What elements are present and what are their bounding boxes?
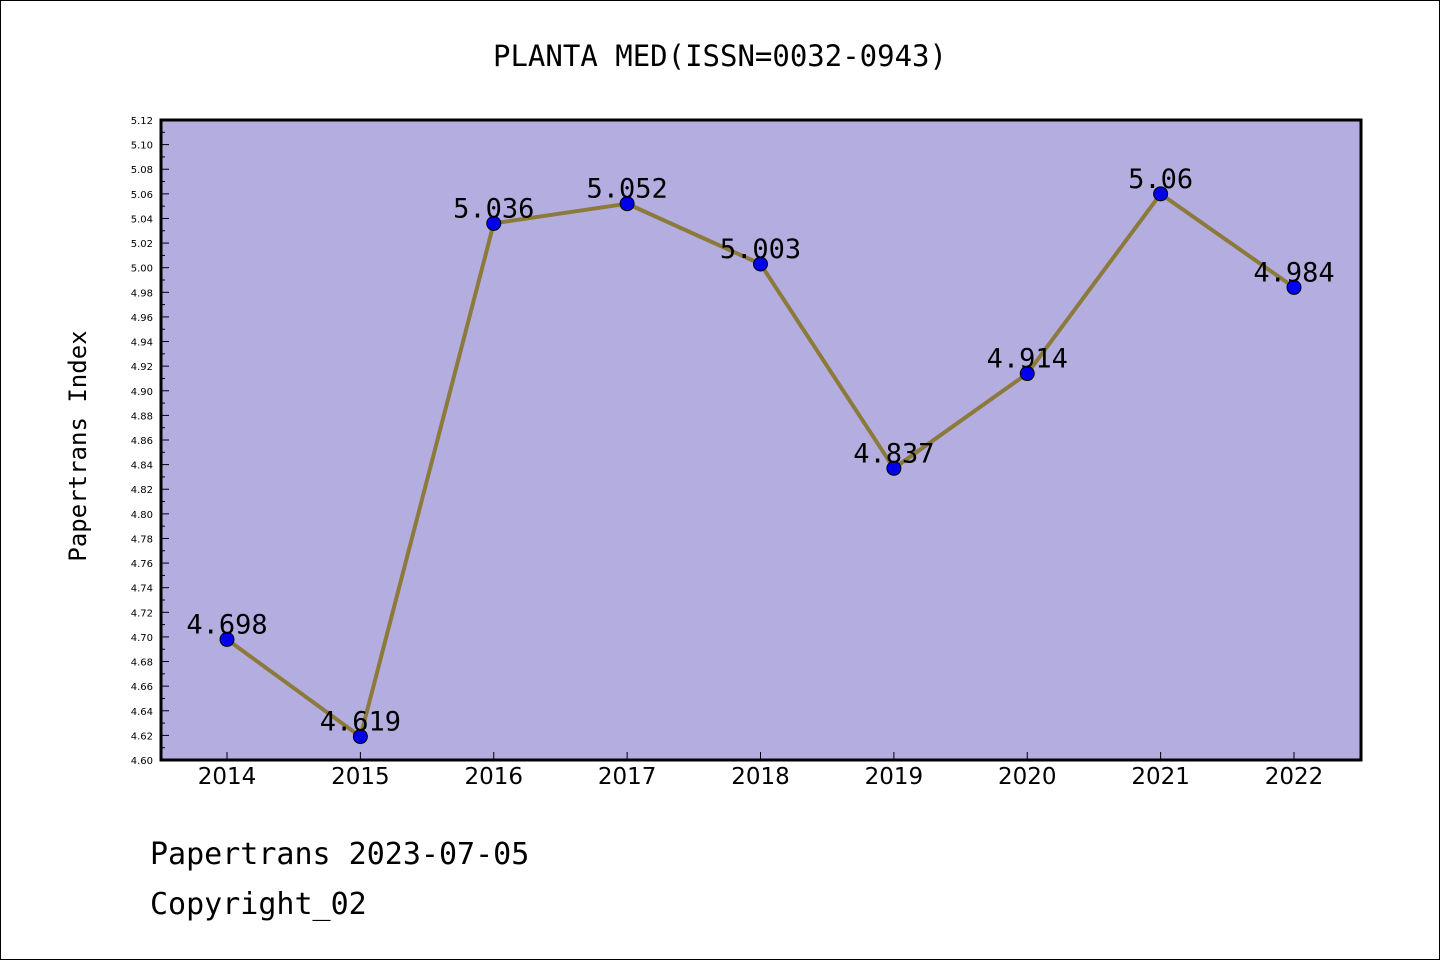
y-tick-label: 4.94: [131, 338, 153, 349]
series-line-segment: [225, 637, 363, 739]
series-line-group: [225, 191, 1296, 739]
series-line-segment: [891, 371, 1030, 471]
y-tick-label: 4.90: [131, 387, 153, 398]
data-point: [1019, 366, 1035, 382]
data-point: [753, 256, 768, 272]
series-line-segment: [1158, 191, 1296, 290]
y-tick-label: 4.92: [131, 362, 153, 373]
data-point: [1286, 279, 1302, 295]
y-tick-label: 4.66: [131, 682, 153, 693]
y-tick-label: 4.88: [131, 411, 153, 422]
footer-date: Papertrans 2023-07-05: [150, 837, 529, 872]
data-point: [352, 729, 368, 745]
x-tick-label: 2016: [464, 764, 523, 790]
x-tick-label: 2015: [331, 764, 390, 790]
data-point: [886, 460, 902, 476]
data-label: 4.837: [853, 438, 934, 469]
y-tick-label: 5.12: [131, 116, 153, 127]
y-axis-ticks: 4.60 4.62 4.64 4.66 4.68 4.70 4.72 4.74 4.76 4.78…: [131, 116, 169, 767]
series-line-segment: [1025, 191, 1163, 376]
y-tick-label: 5.06: [131, 190, 153, 201]
y-tick-label: 4.96: [131, 313, 153, 324]
x-tick-label: 2014: [198, 764, 257, 790]
y-tick-label: 4.82: [131, 485, 153, 496]
y-tick-label: 4.80: [131, 510, 153, 521]
y-tick-label: 4.70: [131, 633, 153, 644]
chart-title: PLANTA MED(ISSN=0032-0943): [493, 39, 947, 73]
data-label: 5.003: [720, 234, 801, 265]
series-line-segment: [358, 221, 496, 739]
plot-area: [161, 120, 1361, 760]
x-tick-label: 2022: [1265, 764, 1324, 790]
y-tick-label: 5.08: [131, 165, 153, 176]
x-tick-label: 2021: [1131, 764, 1190, 790]
y-tick-label: 4.76: [131, 559, 153, 570]
y-tick-label: 5.10: [131, 141, 153, 152]
x-tick-label: 2019: [865, 764, 924, 790]
x-axis-ticks: 2014 2015 2016 2017 2018 2019 2020 2021 2022: [198, 752, 1324, 790]
y-tick-label: 4.72: [131, 608, 153, 619]
data-label: 5.036: [453, 193, 534, 224]
data-label: 4.698: [186, 609, 267, 640]
y-tick-label: 5.00: [131, 264, 153, 275]
y-tick-label: 4.60: [131, 756, 153, 767]
data-point: [219, 631, 235, 647]
x-tick-label: 2018: [731, 764, 790, 790]
data-point: [1153, 186, 1169, 202]
series-line-segment: [625, 201, 763, 266]
y-tick-label: 5.02: [131, 239, 153, 250]
footer-copyright: Copyright_02: [150, 887, 367, 922]
y-tick-label: 4.64: [131, 707, 153, 718]
y-tick-label: 4.86: [131, 436, 153, 447]
data-label: 5.06: [1128, 164, 1193, 195]
y-axis-label: Papertrans Index: [64, 330, 92, 561]
y-tick-label: 4.84: [131, 461, 153, 472]
y-tick-label: 4.74: [131, 584, 153, 595]
y-tick-label: 4.78: [131, 534, 153, 545]
data-label: 4.984: [1253, 257, 1334, 288]
y-tick-label: 4.62: [131, 731, 153, 742]
y-tick-label: 4.98: [131, 288, 153, 299]
data-label: 4.914: [987, 344, 1068, 375]
data-markers: [219, 186, 1302, 745]
x-tick-label: 2017: [598, 764, 657, 790]
series-line-segment: [758, 262, 896, 471]
data-point: [486, 215, 502, 231]
data-label: 5.052: [586, 174, 667, 205]
series-line-segment: [491, 201, 630, 226]
y-tick-label: 4.68: [131, 658, 153, 669]
y-tick-label: 5.04: [131, 214, 153, 225]
data-label: 4.619: [320, 707, 401, 738]
data-point: [619, 196, 635, 212]
x-tick-label: 2020: [998, 764, 1057, 790]
plot-border: [159, 118, 1363, 762]
data-labels: 4.698 4.619 5.036 5.052 5.003 4.837 4.914 5.06 4…: [186, 164, 1334, 738]
